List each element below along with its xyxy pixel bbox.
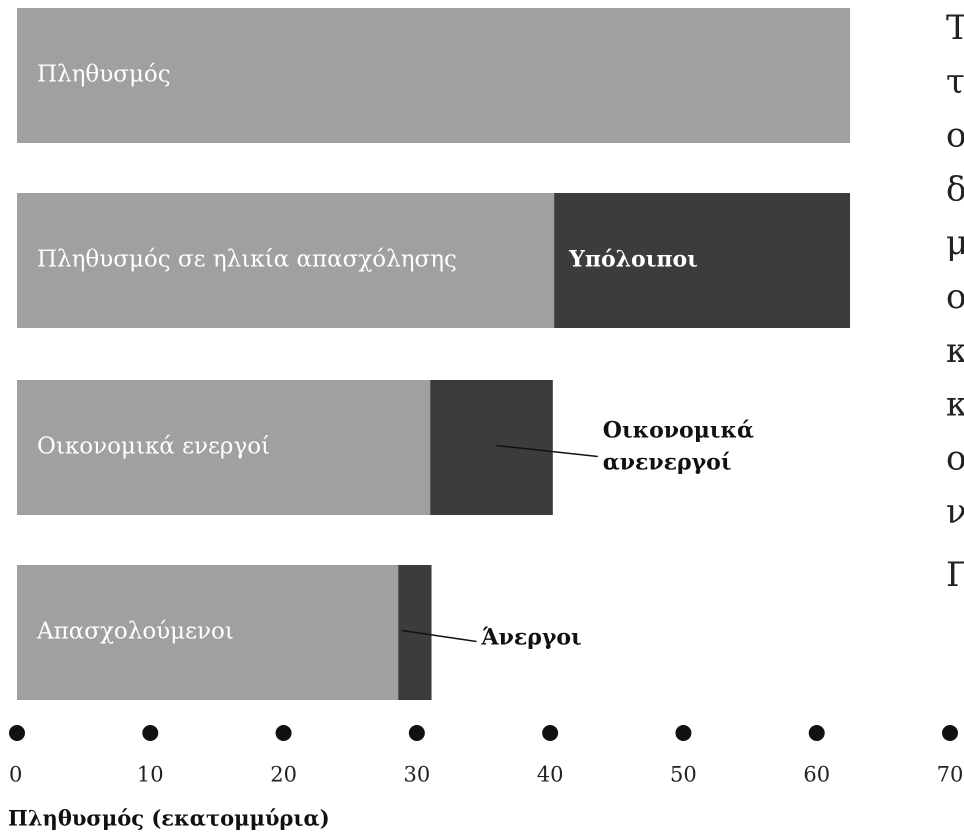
side-text: τ bbox=[946, 62, 964, 102]
bar-segment bbox=[554, 193, 851, 328]
bar-segment bbox=[17, 565, 399, 700]
side-text: δ bbox=[946, 169, 964, 209]
side-text: ο bbox=[946, 277, 964, 317]
tick-dot bbox=[675, 725, 692, 741]
side-text: ο bbox=[946, 438, 964, 478]
tick-dot bbox=[542, 725, 559, 741]
bar-segment bbox=[17, 193, 555, 328]
side-text: μ bbox=[946, 223, 964, 263]
bar-segment bbox=[17, 8, 851, 143]
x-tick-label: 60 bbox=[803, 763, 830, 787]
bar-label: Πληθυσμός σε ηλικία απασχόλησης bbox=[37, 247, 457, 273]
segment-label: Οικονομικά bbox=[603, 418, 754, 444]
x-tick-label: 70 bbox=[937, 763, 964, 787]
bar-label: Οικονομικά ενεργοί bbox=[37, 434, 270, 460]
x-tick-label: 40 bbox=[537, 763, 564, 787]
x-tick-label: 30 bbox=[403, 763, 430, 787]
side-text: ο bbox=[946, 116, 964, 156]
tick-dot bbox=[942, 725, 958, 741]
tick-dot bbox=[408, 725, 425, 741]
bar-label: Απασχολούμενοι bbox=[36, 619, 234, 645]
tick-dot bbox=[142, 725, 159, 741]
segment-label: Υπόλοιποι bbox=[568, 247, 698, 273]
x-tick-label: 0 bbox=[9, 763, 22, 787]
tick-dot bbox=[808, 725, 825, 741]
side-text: Τ bbox=[946, 8, 964, 48]
x-tick-label: 10 bbox=[137, 763, 164, 787]
bar-segment bbox=[430, 380, 553, 515]
x-tick-label: 20 bbox=[270, 763, 297, 787]
x-axis-label: Πληθυσμός (εκατομμύρια) bbox=[8, 806, 330, 831]
leader-line bbox=[496, 444, 598, 458]
leader-line bbox=[401, 629, 477, 643]
side-text: Π bbox=[946, 555, 964, 595]
bar-label: Πληθυσμός bbox=[37, 62, 171, 88]
side-text: κ bbox=[946, 385, 964, 425]
segment-label: ανενεργοί bbox=[603, 450, 732, 476]
tick-dot bbox=[9, 725, 25, 741]
tick-dot bbox=[275, 725, 292, 741]
side-text: κ bbox=[946, 331, 964, 371]
side-text: ν bbox=[946, 492, 964, 532]
segment-label: Άνεργοι bbox=[481, 625, 582, 651]
x-tick-label: 50 bbox=[670, 763, 697, 787]
bar-segment bbox=[17, 380, 431, 515]
